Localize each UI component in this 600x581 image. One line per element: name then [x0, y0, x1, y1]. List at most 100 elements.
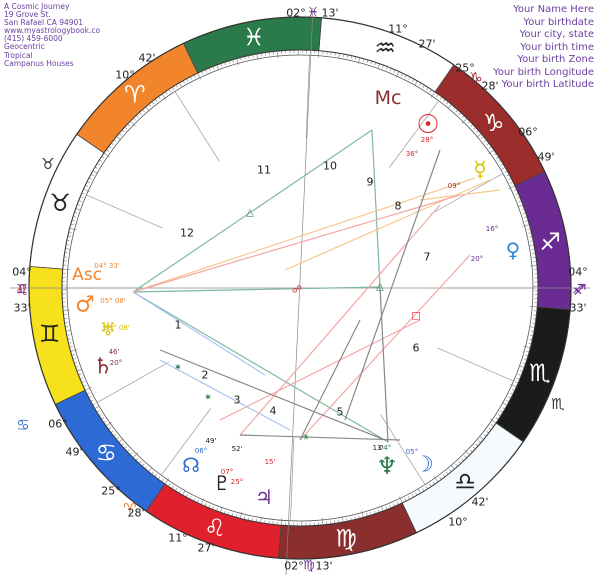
- degree-tick: [99, 413, 102, 416]
- sign-glyph-virgo: ♍: [335, 524, 357, 552]
- degree-tick: [86, 392, 90, 395]
- degree-tick: [189, 496, 192, 500]
- degree-tick: [504, 170, 508, 173]
- degree-tick: [506, 400, 510, 403]
- house-cusp-lines: [10, 7, 590, 576]
- degree-tick: [422, 85, 425, 88]
- degree-tick: [256, 518, 258, 523]
- degree-tick: [414, 80, 418, 86]
- degree-tick: [426, 87, 429, 91]
- degree-tick: [522, 224, 530, 227]
- house-cusp-line: [96, 361, 170, 403]
- cusp-minute-label: 13': [315, 560, 332, 573]
- degree-tick: [522, 212, 526, 214]
- planet-degree-label: 36°: [406, 150, 418, 158]
- degree-tick: [483, 434, 487, 437]
- degree-tick: [461, 115, 465, 118]
- degree-tick: [517, 196, 521, 199]
- degree-tick: [357, 57, 361, 65]
- aspect-line: [159, 349, 386, 441]
- cusp-degree-label: 06°: [48, 418, 68, 431]
- degree-tick: [243, 516, 246, 520]
- degree-tick: [216, 64, 219, 70]
- north-node-glyph: ☊: [182, 453, 200, 477]
- degree-tick: [354, 56, 357, 60]
- degree-tick: [69, 227, 77, 231]
- degree-tick: [124, 446, 127, 449]
- degree-tick: [425, 486, 428, 489]
- degree-tick: [92, 170, 98, 174]
- degree-tick: [321, 517, 323, 525]
- cusp-sign-glyph: ♊: [16, 283, 28, 298]
- degree-tick: [464, 455, 467, 459]
- venus-glyph: ♀: [506, 238, 521, 262]
- degree-tick: [155, 98, 158, 102]
- house-number-6: 6: [413, 342, 420, 355]
- degree-tick: [77, 204, 81, 206]
- cusp-degree-label: 06°: [518, 126, 538, 139]
- degree-tick: [227, 511, 230, 516]
- degree-tick: [497, 414, 501, 417]
- degree-tick: [216, 507, 218, 511]
- degree-tick: [201, 71, 204, 75]
- house-number-2: 2: [202, 369, 209, 382]
- degree-tick: [65, 244, 70, 246]
- degree-tick: [528, 232, 532, 234]
- degree-tick: [439, 96, 442, 100]
- degree-tick: [148, 104, 151, 107]
- degree-tick: [450, 465, 455, 470]
- degree-tick: [99, 159, 103, 162]
- sign-glyph-aquarius: ♒: [374, 34, 396, 62]
- cusp-degree-label: 04°: [568, 266, 588, 279]
- house-number-11: 11: [257, 164, 271, 177]
- degree-tick: [90, 399, 94, 402]
- outer-sign-aries: ♈: [123, 500, 136, 518]
- degree-tick: [436, 94, 439, 97]
- degree-tick: [67, 338, 71, 340]
- degree-tick: [377, 509, 380, 513]
- degree-tick: [488, 146, 492, 149]
- sun-glyph: ☉: [416, 110, 439, 140]
- house-cusp-line: [290, 437, 295, 521]
- header-left-line: 19 Grove St.: [4, 10, 51, 20]
- degree-tick: [193, 74, 196, 78]
- degree-tick: [374, 62, 376, 66]
- degree-tick: [477, 133, 482, 138]
- degree-tick: [74, 212, 78, 214]
- cusp-degree-label: 42': [471, 496, 488, 509]
- aspect-lines: [132, 129, 501, 443]
- sign-glyph-sagittarius: ♐: [540, 228, 562, 256]
- degree-tick: [190, 76, 192, 80]
- planet-degree-label: 20°: [110, 359, 122, 367]
- degree-tick: [386, 66, 388, 70]
- cusp-degree-label: 04°: [12, 266, 32, 279]
- planet-degree-label: 04° 33': [94, 262, 120, 270]
- degree-tick: [510, 392, 514, 395]
- degree-tick: [381, 506, 384, 512]
- degree-tick: [236, 58, 239, 66]
- sign-glyph-taurus: ♉: [49, 189, 71, 217]
- aspect-glyph: ☍: [292, 285, 302, 296]
- degree-tick: [72, 215, 77, 218]
- aspect-line: [132, 194, 461, 293]
- degree-tick: [490, 418, 497, 424]
- header-left-line: A Cosmic Journey: [4, 2, 70, 11]
- degree-tick: [529, 326, 535, 328]
- uranus-glyph: ♅: [100, 320, 116, 341]
- degree-tick: [139, 112, 142, 115]
- degree-tick: [90, 173, 94, 176]
- degree-tick: [151, 471, 154, 475]
- degree-tick: [500, 163, 504, 166]
- degree-tick: [429, 89, 432, 93]
- saturn-glyph: ♄: [93, 355, 113, 380]
- degree-tick: [528, 342, 532, 345]
- degree-tick: [525, 220, 529, 222]
- degree-tick: [172, 87, 175, 90]
- cusp-minute-label: 27': [418, 38, 435, 51]
- degree-tick: [108, 146, 112, 149]
- degree-tick: [502, 402, 508, 406]
- degree-tick: [486, 430, 489, 434]
- degree-tick: [110, 430, 114, 433]
- degree-tick: [362, 58, 365, 62]
- degree-tick: [419, 82, 422, 86]
